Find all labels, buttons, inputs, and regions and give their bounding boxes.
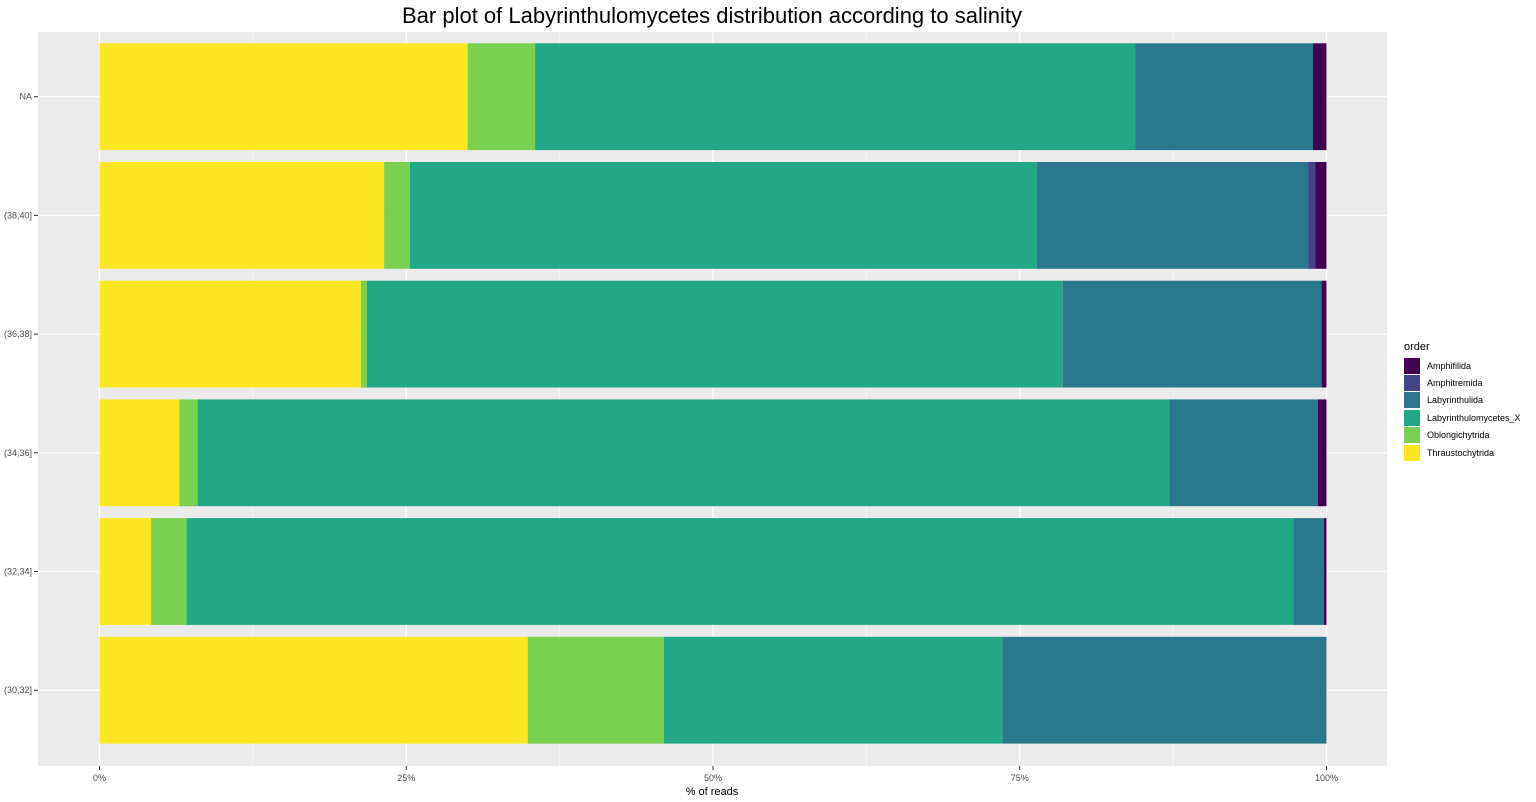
bars (99, 43, 1327, 744)
y-tick-label: (36,38] (4, 329, 32, 339)
bar-segment (1313, 43, 1327, 151)
bar-segment (366, 280, 1063, 388)
bar-segment (1169, 399, 1318, 507)
bar-segment (467, 43, 536, 151)
bar-segment (99, 518, 152, 625)
bar-segment (99, 43, 468, 151)
legend-label: Amphitremida (1427, 378, 1483, 389)
legend-item: Amphifilida (1404, 357, 1521, 374)
legend-key (1404, 375, 1420, 392)
bar-segment (527, 636, 664, 744)
legend-label: Thraustochytrida (1427, 447, 1495, 458)
bar-segment (360, 280, 367, 388)
legend: order Amphifilida Amphitremida Labyrinthul… (1404, 341, 1521, 461)
legend-label: Labyrinthulida (1427, 395, 1484, 406)
bar-segment (663, 636, 1003, 744)
bar-segment (197, 399, 1170, 507)
legend-items: Amphifilida Amphitremida Labyrinthulida Lab… (1404, 357, 1521, 461)
legend-item: Thraustochytrida (1404, 444, 1521, 461)
legend-title: order (1404, 341, 1430, 353)
legend-label: Oblongichytrida (1427, 430, 1490, 441)
legend-label: Amphifilida (1427, 360, 1472, 371)
x-tick-label: 100% (1315, 773, 1338, 783)
bar-segment (1308, 162, 1316, 269)
y-tick-label: (38,40] (4, 210, 32, 220)
bar-segment (186, 518, 1294, 625)
bar-segment (535, 43, 1136, 151)
bar-segment (1324, 518, 1327, 625)
x-tick-label: 50% (704, 773, 722, 783)
legend-item: Labyrinthulida (1404, 392, 1521, 409)
legend-key (1404, 444, 1420, 461)
bar-segment (1036, 162, 1309, 269)
y-tick-label: (30,32] (4, 685, 32, 695)
legend-item: Amphitremida (1404, 374, 1521, 392)
legend-item: Labyrinthulomycetes_X (1404, 409, 1521, 426)
y-tick-label: NA (19, 92, 32, 102)
bar-segment (1315, 162, 1327, 269)
legend-key (1404, 392, 1420, 409)
bar-segment (1317, 399, 1327, 507)
chart-title: Bar plot of Labyrinthulomycetes distribu… (402, 3, 1022, 28)
bar-segment (1062, 280, 1322, 388)
bar-segment (99, 162, 385, 269)
bar-segment (409, 162, 1037, 269)
legend-item: Oblongichytrida (1404, 427, 1521, 444)
bar-segment (1321, 280, 1327, 388)
bar-segment (1002, 636, 1327, 744)
x-axis-title: % of reads (686, 786, 739, 798)
legend-key (1404, 357, 1420, 374)
x-tick-label: 75% (1011, 773, 1029, 783)
bar-segment (151, 518, 187, 625)
bar-segment (1135, 43, 1314, 151)
axes: 0% 25% 50% 75% 100% NA (38,40] (36,38] (34,36] (3… (4, 92, 1338, 783)
x-tick-label: 25% (397, 773, 415, 783)
bar-segment (1293, 518, 1325, 625)
legend-key (1404, 409, 1420, 426)
x-tick-label: 0% (93, 773, 106, 783)
bar-segment (384, 162, 410, 269)
bar-segment (99, 399, 180, 507)
bar-segment (99, 280, 361, 388)
y-tick-label: (34,36] (4, 448, 32, 458)
bar-segment (99, 636, 528, 744)
bar-segment (179, 399, 198, 507)
legend-label: Labyrinthulomycetes_X (1427, 412, 1521, 423)
y-tick-label: (32,34] (4, 567, 32, 577)
legend-key (1404, 427, 1420, 444)
